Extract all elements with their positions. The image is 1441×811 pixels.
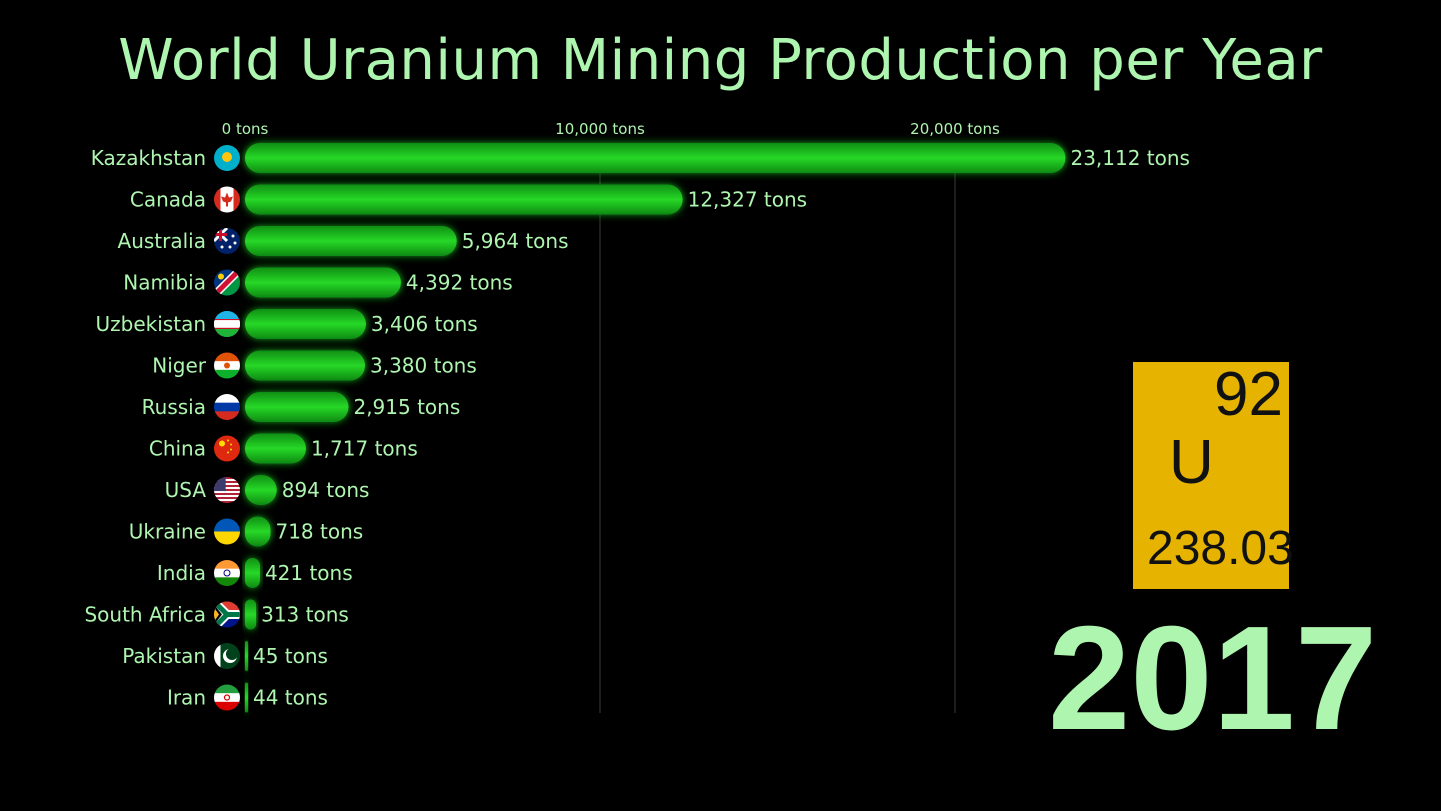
category-label: Pakistan (122, 644, 206, 668)
bar-kazakhstan (245, 143, 1066, 173)
category-label: Niger (152, 354, 207, 378)
value-label: 421 tons (265, 561, 353, 585)
bar-usa (245, 475, 277, 505)
australia-flag-icon (214, 228, 240, 254)
value-label: 5,964 tons (462, 229, 569, 253)
x-tick-label: 10,000 tons (555, 120, 645, 138)
x-tick-label: 0 tons (222, 120, 269, 138)
kazakhstan-flag-icon (214, 145, 240, 171)
bar-uzbekistan (245, 309, 366, 339)
south-africa-flag-icon (214, 601, 240, 628)
element-symbol: U (1169, 428, 1214, 497)
value-label: 45 tons (253, 644, 328, 668)
value-label: 3,380 tons (370, 354, 477, 378)
category-label: China (149, 437, 206, 461)
atomic-mass: 238.03 (1147, 522, 1294, 575)
value-label: 44 tons (253, 686, 328, 710)
category-label: Iran (167, 686, 206, 710)
bar-pakistan (245, 641, 248, 671)
bar-china (245, 433, 306, 464)
china-flag-icon (214, 435, 240, 462)
category-label: Kazakhstan (91, 146, 206, 170)
category-label: Namibia (123, 271, 206, 295)
india-flag-icon (214, 560, 240, 586)
year-label: 2017 (1048, 596, 1378, 761)
uzbekistan-flag-icon (214, 311, 240, 337)
value-label: 718 tons (275, 520, 363, 544)
bar-russia (245, 392, 349, 422)
uranium-element-card: 92 U 238.03 (1133, 360, 1294, 589)
category-label: Russia (142, 395, 206, 419)
bar-iran (245, 682, 248, 713)
value-label: 313 tons (261, 603, 349, 627)
value-label: 2,915 tons (353, 395, 460, 419)
category-label: India (157, 561, 206, 585)
value-label: 23,112 tons (1070, 146, 1190, 170)
category-label: South Africa (84, 603, 206, 627)
canada-flag-icon (214, 186, 240, 213)
atomic-number: 92 (1214, 360, 1283, 429)
usa-flag-icon (214, 477, 240, 503)
value-label: 12,327 tons (688, 188, 808, 212)
value-label: 894 tons (282, 478, 370, 502)
iran-flag-icon (214, 684, 240, 711)
namibia-flag-icon (214, 269, 240, 296)
russia-flag-icon (214, 394, 240, 420)
bar-ukraine (245, 516, 271, 547)
category-label: Australia (118, 229, 206, 253)
x-tick-label: 20,000 tons (910, 120, 1000, 138)
value-label: 3,406 tons (371, 312, 478, 336)
bar-south-africa (245, 599, 257, 630)
category-label: Ukraine (129, 520, 206, 544)
bar-india (245, 558, 260, 588)
niger-flag-icon (214, 352, 240, 379)
category-label: USA (165, 478, 207, 502)
pakistan-flag-icon (214, 643, 240, 669)
ukraine-flag-icon (214, 518, 240, 545)
chart-title: World Uranium Mining Production per Year (118, 28, 1323, 93)
bar-namibia (245, 267, 401, 298)
bar-niger (245, 350, 365, 381)
bar-australia (245, 226, 457, 256)
value-label: 1,717 tons (311, 437, 418, 461)
bar-canada (245, 184, 683, 215)
category-label: Uzbekistan (96, 312, 206, 336)
category-label: Canada (130, 188, 206, 212)
value-label: 4,392 tons (406, 271, 513, 295)
